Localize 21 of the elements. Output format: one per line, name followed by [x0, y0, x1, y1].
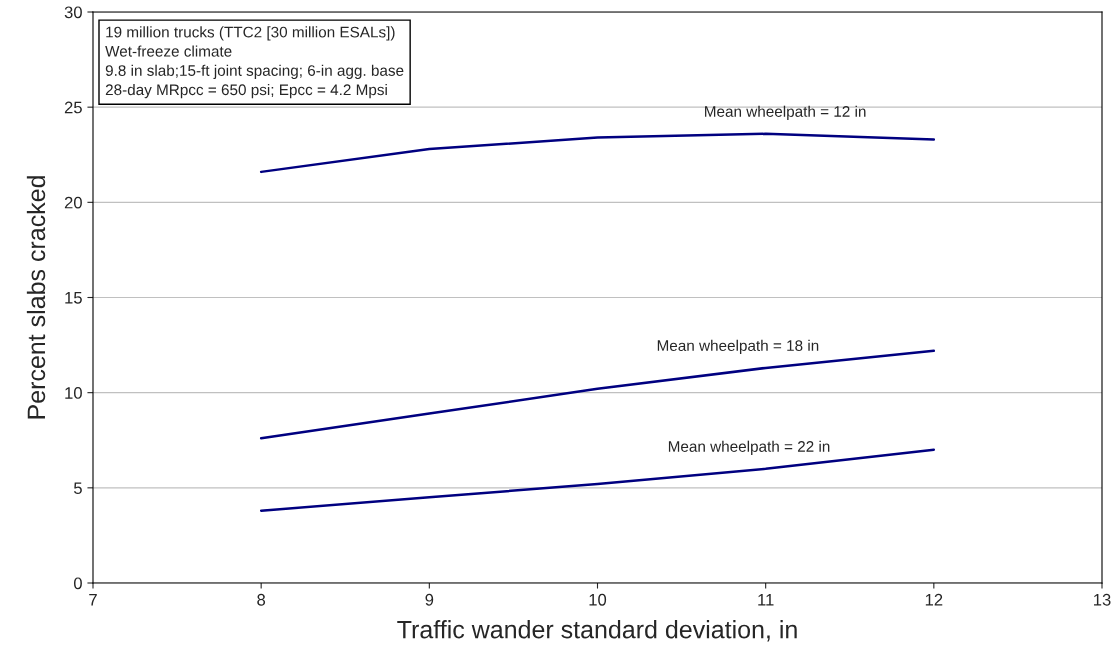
y-tick-label: 20 [64, 196, 82, 209]
x-tick-label: 7 [89, 594, 97, 606]
series-label: Mean wheelpath = 22 in [668, 440, 830, 455]
x-tick-label: 11 [758, 594, 774, 606]
x-tick-label: 10 [589, 593, 607, 606]
y-tick-label: 15 [65, 292, 82, 304]
x-tick-label: 8 [257, 593, 266, 606]
y-tick-label: 10 [65, 387, 82, 399]
y-tick-label: 5 [73, 482, 82, 495]
annotation: 19 million trucks (TTC2 [30 million ESALs]) Wet-freeze climate 9.8 in slab;15-ft joint spacing; 6-in agg. base 28-day MRpcc = 650 psi; Epcc = 4.2 Mpsi [105, 26, 404, 99]
x-tick-label: 13 [1094, 593, 1111, 606]
y-tick-label: 25 [64, 101, 82, 114]
y-tick-label: 0 [73, 577, 82, 590]
y-axis-title: Percent slabs cracked [26, 176, 46, 419]
y-tick-label: 30 [64, 6, 82, 19]
x-axis-title: Traffic wander standard deviation, in [397, 620, 797, 642]
series-label: Mean wheelpath = 12 in [705, 105, 866, 120]
line-series [259, 132, 936, 174]
x-tick-label: 9 [425, 593, 434, 606]
x-tick-label: 12 [925, 593, 943, 606]
series-label: Mean wheelpath = 18 in [657, 339, 819, 355]
